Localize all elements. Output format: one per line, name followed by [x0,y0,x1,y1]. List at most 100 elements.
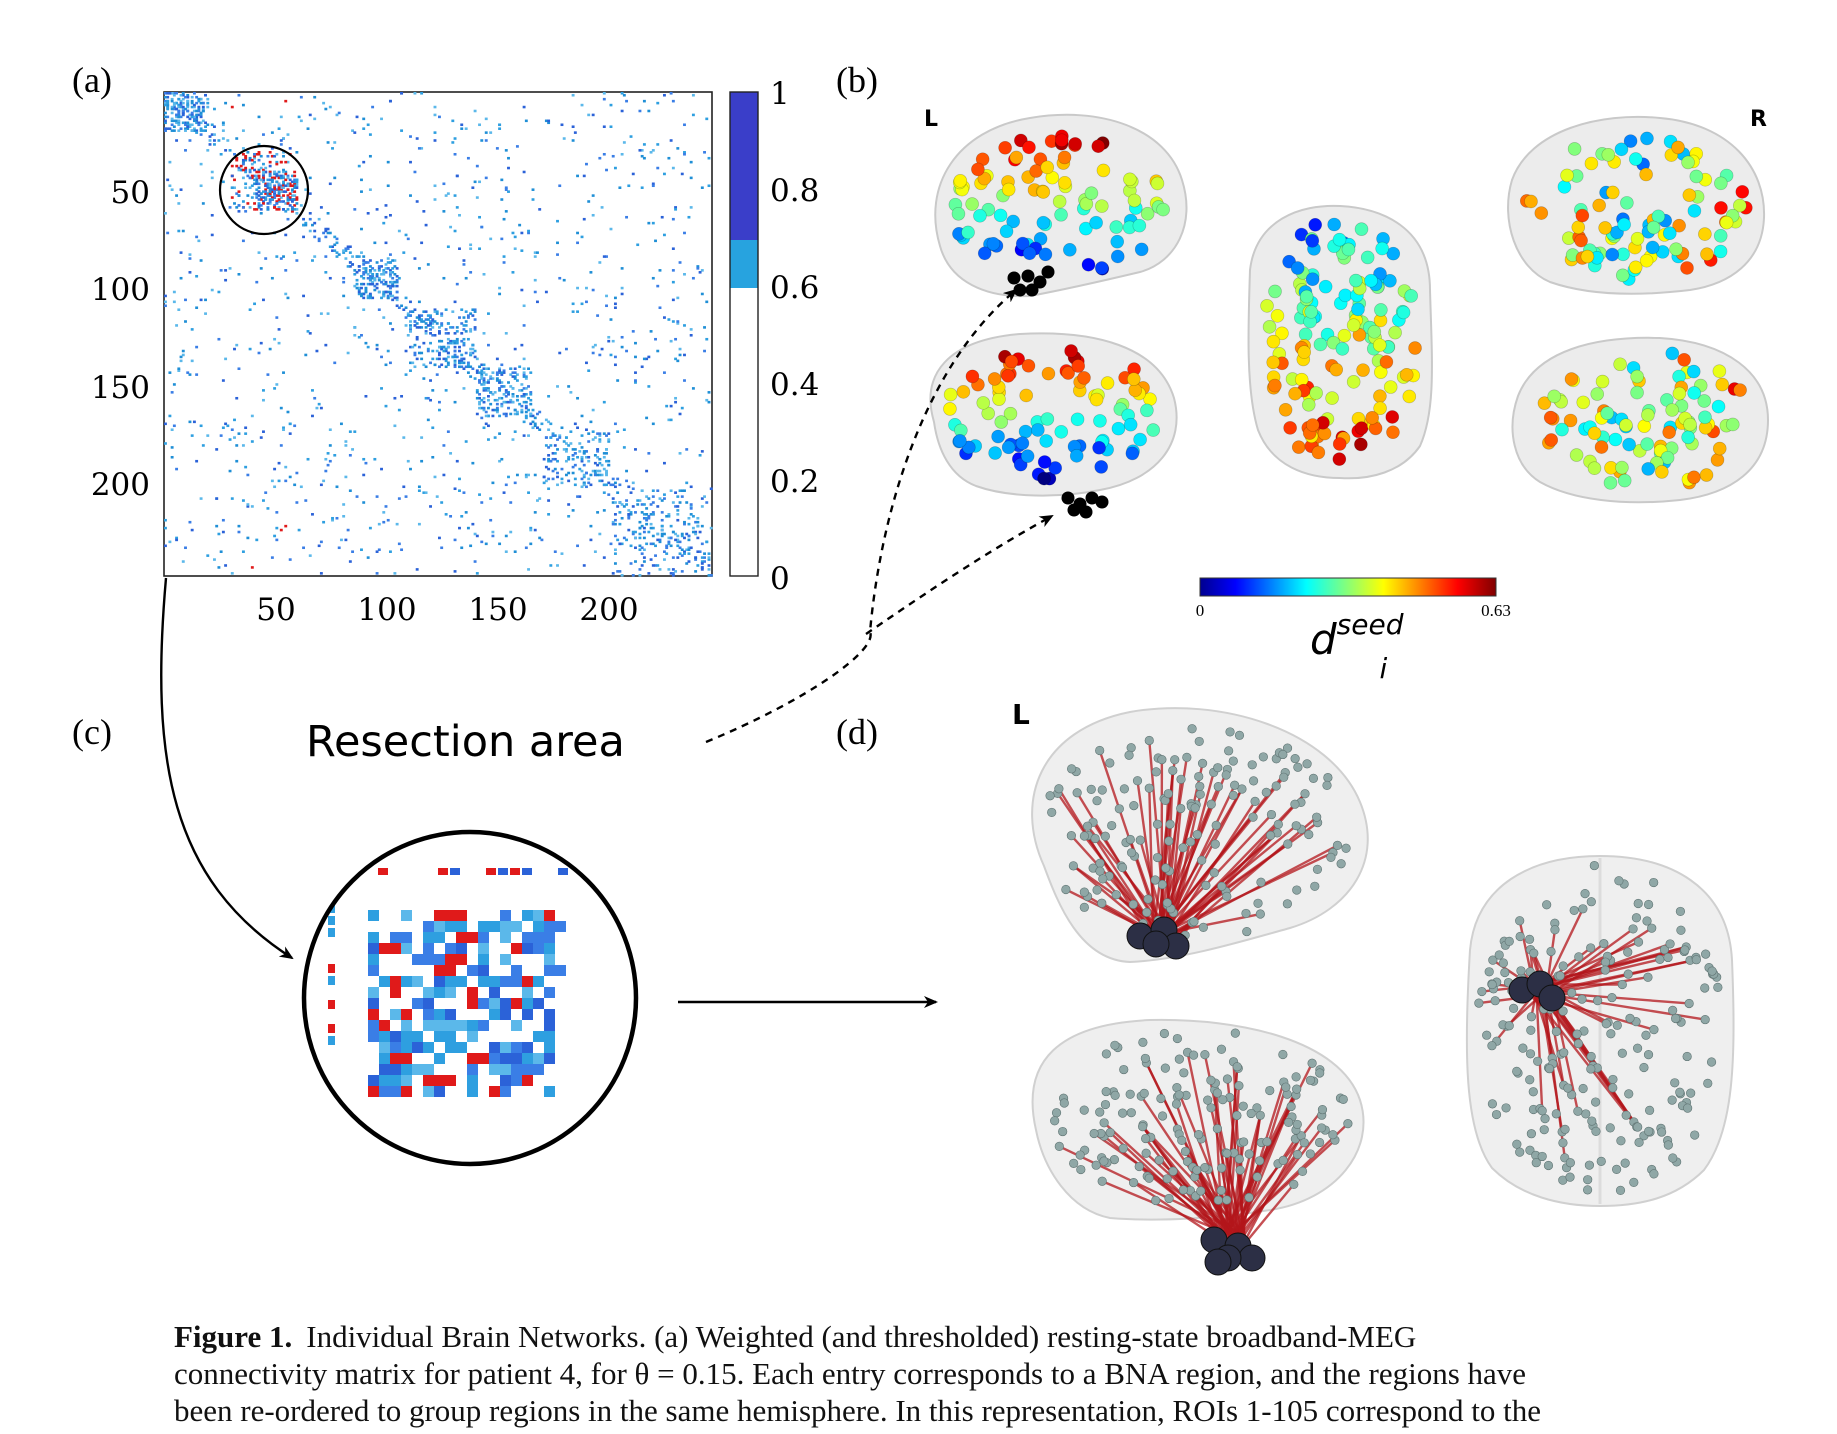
matrix-cell [326,212,330,215]
region-dot [1057,150,1072,165]
matrix-cell [255,180,259,184]
network-node [1179,1068,1189,1078]
matrix-cell [687,552,691,555]
caption-text-1: Individual Brain Networks. (a) Weighted … [306,1319,1417,1354]
matrix-cell [255,174,259,178]
matrix-cell [302,546,306,550]
matrix-cell [275,188,279,191]
matrix-cell [651,526,655,530]
matrix-cell [368,276,372,280]
matrix-cell [469,243,473,247]
matrix-cell [255,188,259,191]
matrix-cell [257,168,261,172]
matrix-cell [513,430,517,433]
matrix-cell [689,505,693,508]
matrix-cell [368,278,372,282]
network-node [1273,819,1283,829]
network-node [1713,982,1723,992]
matrix-cell [237,93,241,97]
matrix-cell [598,461,602,465]
zoom-cell [511,921,522,932]
matrix-cell [460,123,464,127]
resection-arrow-lower [865,514,1054,635]
matrix-cell [611,154,615,158]
matrix-cell [460,365,464,369]
matrix-cell [197,107,201,111]
matrix-cell [241,152,245,156]
matrix-cell [380,467,383,471]
network-node [1151,767,1161,777]
network-node [1225,727,1235,737]
matrix-cell [651,221,655,225]
matrix-cell [475,391,479,394]
matrix-cell [253,154,257,158]
matrix-cell [253,156,257,160]
network-node [1058,1126,1068,1137]
matrix-cell [304,188,308,191]
matrix-cell [282,428,285,431]
matrix-cell [168,127,172,130]
matrix-cell [442,349,446,353]
matrix-cell [259,341,263,345]
matrix-cell [355,282,359,286]
matrix-cell [431,389,435,392]
matrix-cell [382,271,386,274]
network-node [1565,1172,1575,1182]
matrix-cell [302,223,306,227]
matrix-cell [460,332,464,335]
network-edge [1058,1145,1243,1235]
matrix-cell [288,558,292,561]
matrix-cell [192,129,196,132]
matrix-cell [235,156,239,160]
matrix-cell [279,186,283,189]
matrix-cell [190,528,194,532]
matrix-cell [480,375,484,378]
matrix-cell [275,174,279,178]
matrix-cell [364,271,368,274]
matrix-cell [190,129,194,132]
matrix-cell [409,320,412,323]
matrix-cell [582,564,586,567]
matrix-cell [311,223,314,227]
matrix-cell [613,481,617,485]
matrix-cell [518,365,522,369]
matrix-cell [357,265,361,268]
matrix-cell [538,410,542,414]
matrix-cell [164,294,167,298]
matrix-cell [331,249,334,252]
matrix-cell [290,188,294,191]
matrix-cell [284,184,288,188]
matrix-cell [667,542,671,546]
matrix-cell [662,550,666,553]
matrix-cell [504,412,508,416]
matrix-cell [386,261,390,264]
matrix-cell [629,562,633,565]
matrix-cell [540,538,544,542]
matrix-cell [293,170,297,174]
matrix-cell [455,341,459,345]
region-dot [965,369,980,384]
matrix-cell [522,304,526,308]
matrix-cell [620,267,624,270]
network-node [1290,799,1300,809]
matrix-cell [676,359,680,363]
matrix-cell [671,574,675,577]
matrix-cell [651,489,655,492]
matrix-cell [184,107,187,111]
matrix-cell [580,459,584,463]
matrix-cell [487,381,490,384]
matrix-cell [502,400,506,404]
region-dot [1332,232,1347,247]
matrix-cell [409,369,412,372]
seed-dot [1041,265,1055,279]
matrix-cell [680,554,684,557]
matrix-cell [402,308,406,311]
matrix-cell [435,312,439,315]
matrix-cell [638,548,642,552]
matrix-cell [208,143,212,146]
network-node [1686,1088,1696,1098]
matrix-cell [366,296,370,300]
matrix-cell [484,381,488,384]
network-node [1157,1111,1168,1121]
matrix-cell [705,117,709,121]
